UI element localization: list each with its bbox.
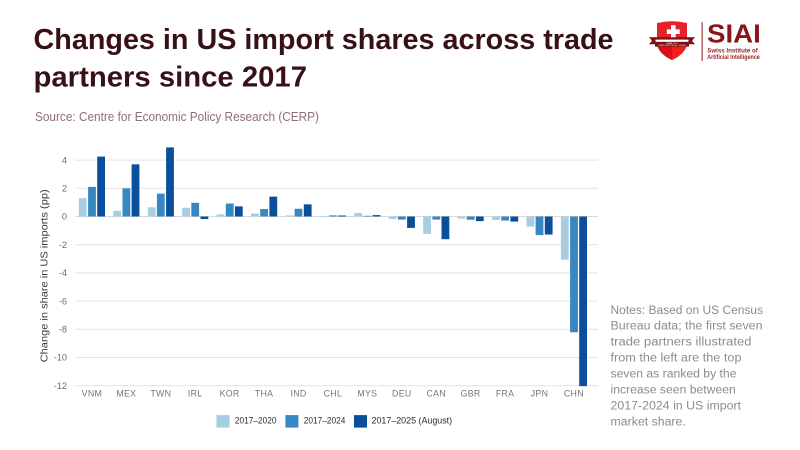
svg-text:SIAI: SIAI	[707, 21, 761, 49]
svg-text:SWISS INSTITUTE AI · SUISSE: SWISS INSTITUTE AI · SUISSE	[659, 44, 687, 47]
svg-text:partners since 2017: partners since 2017	[34, 61, 308, 93]
svg-text:Artificial Intelligence: Artificial Intelligence	[707, 54, 760, 61]
svg-text:2017–2024: 2017–2024	[304, 415, 346, 426]
svg-text:DEU: DEU	[392, 388, 411, 398]
svg-text:FRA: FRA	[496, 388, 515, 398]
svg-text:2017-2024 in US import: 2017-2024 in US import	[611, 400, 742, 412]
svg-text:Bureau data; the first seven: Bureau data; the first seven	[611, 321, 763, 333]
svg-text:MEX: MEX	[116, 388, 136, 398]
svg-text:CHL: CHL	[324, 388, 343, 398]
svg-text:THA: THA	[255, 388, 274, 398]
svg-text:2017–2020: 2017–2020	[235, 415, 277, 426]
svg-text:2017–2025 (August): 2017–2025 (August)	[372, 415, 453, 426]
svg-text:increase seen between: increase seen between	[611, 385, 736, 397]
svg-text:CAN: CAN	[426, 388, 445, 398]
svg-text:trade partners illustrated: trade partners illustrated	[611, 337, 752, 349]
svg-text:Swiss Institute of: Swiss Institute of	[707, 47, 758, 54]
svg-text:seven as ranked by the: seven as ranked by the	[611, 369, 737, 381]
svg-text:-4: -4	[59, 268, 67, 278]
svg-text:IND: IND	[290, 388, 306, 398]
svg-text:IRL: IRL	[188, 388, 203, 398]
svg-text:0: 0	[62, 212, 67, 222]
svg-text:market share.: market share.	[611, 416, 686, 428]
svg-text:KOR: KOR	[220, 388, 240, 398]
svg-text:2: 2	[62, 184, 67, 194]
svg-text:-6: -6	[59, 296, 67, 306]
svg-text:JPN: JPN	[531, 388, 549, 398]
svg-text:Change in share in US imports: Change in share in US imports (pp)	[40, 189, 51, 362]
svg-text:SIAI·CH: SIAI·CH	[667, 42, 679, 45]
svg-text:-2: -2	[59, 240, 67, 250]
svg-text:Source: Centre for Economic Po: Source: Centre for Economic Policy Resea…	[35, 110, 319, 124]
svg-text:4: 4	[62, 155, 67, 165]
svg-text:from the left are the top: from the left are the top	[611, 353, 742, 365]
svg-text:TWN: TWN	[150, 388, 171, 398]
svg-text:VNM: VNM	[82, 388, 102, 398]
svg-text:Changes in US import shares ac: Changes in US import shares across trade	[34, 24, 614, 56]
svg-text:-12: -12	[54, 381, 67, 391]
svg-text:-10: -10	[54, 353, 67, 363]
svg-text:-8: -8	[59, 325, 67, 335]
svg-text:Notes: Based on US Census: Notes: Based on US Census	[611, 305, 764, 317]
svg-text:MYS: MYS	[357, 388, 377, 398]
svg-text:GBR: GBR	[461, 388, 481, 398]
svg-text:CHN: CHN	[564, 388, 584, 398]
